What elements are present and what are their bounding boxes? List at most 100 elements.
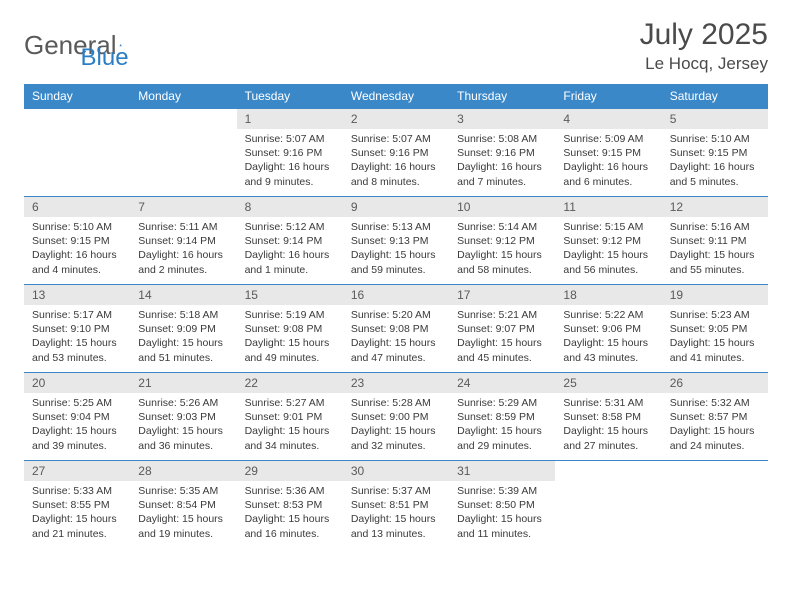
daylight-text: Daylight: 15 hours and 36 minutes. xyxy=(138,424,228,452)
header: General Blue July 2025 Le Hocq, Jersey xyxy=(24,18,768,74)
day-content: Sunrise: 5:22 AMSunset: 9:06 PMDaylight:… xyxy=(555,305,661,371)
day-number: 5 xyxy=(662,109,768,129)
sunrise-text: Sunrise: 5:27 AM xyxy=(245,396,335,410)
day-number: 1 xyxy=(237,109,343,129)
day-number: 9 xyxy=(343,197,449,217)
sunset-text: Sunset: 8:50 PM xyxy=(457,498,547,512)
sunrise-text: Sunrise: 5:35 AM xyxy=(138,484,228,498)
day-number: 25 xyxy=(555,373,661,393)
daylight-text: Daylight: 16 hours and 8 minutes. xyxy=(351,160,441,188)
sunset-text: Sunset: 9:16 PM xyxy=(245,146,335,160)
weekday-header: Monday xyxy=(130,84,236,109)
sunset-text: Sunset: 9:13 PM xyxy=(351,234,441,248)
day-number: 6 xyxy=(24,197,130,217)
sunrise-text: Sunrise: 5:10 AM xyxy=(670,132,760,146)
day-number: 27 xyxy=(24,461,130,481)
day-number: 7 xyxy=(130,197,236,217)
daylight-text: Daylight: 15 hours and 45 minutes. xyxy=(457,336,547,364)
sunrise-text: Sunrise: 5:07 AM xyxy=(245,132,335,146)
day-content: Sunrise: 5:09 AMSunset: 9:15 PMDaylight:… xyxy=(555,129,661,195)
day-cell: 3Sunrise: 5:08 AMSunset: 9:16 PMDaylight… xyxy=(449,109,555,197)
day-cell: 29Sunrise: 5:36 AMSunset: 8:53 PMDayligh… xyxy=(237,461,343,549)
day-content: Sunrise: 5:10 AMSunset: 9:15 PMDaylight:… xyxy=(662,129,768,195)
daylight-text: Daylight: 15 hours and 21 minutes. xyxy=(32,512,122,540)
sunset-text: Sunset: 9:09 PM xyxy=(138,322,228,336)
day-content: Sunrise: 5:39 AMSunset: 8:50 PMDaylight:… xyxy=(449,481,555,547)
sunset-text: Sunset: 9:01 PM xyxy=(245,410,335,424)
sunset-text: Sunset: 9:12 PM xyxy=(563,234,653,248)
day-cell: 27Sunrise: 5:33 AMSunset: 8:55 PMDayligh… xyxy=(24,461,130,549)
daylight-text: Daylight: 16 hours and 9 minutes. xyxy=(245,160,335,188)
weekday-header: Saturday xyxy=(662,84,768,109)
daylight-text: Daylight: 15 hours and 39 minutes. xyxy=(32,424,122,452)
title-block: July 2025 Le Hocq, Jersey xyxy=(640,18,768,74)
day-cell: 30Sunrise: 5:37 AMSunset: 8:51 PMDayligh… xyxy=(343,461,449,549)
day-content: Sunrise: 5:37 AMSunset: 8:51 PMDaylight:… xyxy=(343,481,449,547)
weekday-header: Wednesday xyxy=(343,84,449,109)
day-content: Sunrise: 5:26 AMSunset: 9:03 PMDaylight:… xyxy=(130,393,236,459)
day-content: Sunrise: 5:19 AMSunset: 9:08 PMDaylight:… xyxy=(237,305,343,371)
day-number: 22 xyxy=(237,373,343,393)
sunrise-text: Sunrise: 5:36 AM xyxy=(245,484,335,498)
day-content: Sunrise: 5:32 AMSunset: 8:57 PMDaylight:… xyxy=(662,393,768,459)
day-cell: 4Sunrise: 5:09 AMSunset: 9:15 PMDaylight… xyxy=(555,109,661,197)
day-content: Sunrise: 5:11 AMSunset: 9:14 PMDaylight:… xyxy=(130,217,236,283)
day-cell: 26Sunrise: 5:32 AMSunset: 8:57 PMDayligh… xyxy=(662,373,768,461)
daylight-text: Daylight: 16 hours and 1 minute. xyxy=(245,248,335,276)
sunrise-text: Sunrise: 5:33 AM xyxy=(32,484,122,498)
day-number: 10 xyxy=(449,197,555,217)
day-number: 18 xyxy=(555,285,661,305)
day-cell: 6Sunrise: 5:10 AMSunset: 9:15 PMDaylight… xyxy=(24,197,130,285)
week-row: 20Sunrise: 5:25 AMSunset: 9:04 PMDayligh… xyxy=(24,373,768,461)
weekday-header: Thursday xyxy=(449,84,555,109)
sunrise-text: Sunrise: 5:16 AM xyxy=(670,220,760,234)
day-content: Sunrise: 5:18 AMSunset: 9:09 PMDaylight:… xyxy=(130,305,236,371)
day-content: Sunrise: 5:12 AMSunset: 9:14 PMDaylight:… xyxy=(237,217,343,283)
daylight-text: Daylight: 16 hours and 7 minutes. xyxy=(457,160,547,188)
day-content: Sunrise: 5:23 AMSunset: 9:05 PMDaylight:… xyxy=(662,305,768,371)
day-cell: 23Sunrise: 5:28 AMSunset: 9:00 PMDayligh… xyxy=(343,373,449,461)
day-number: 29 xyxy=(237,461,343,481)
day-content: Sunrise: 5:21 AMSunset: 9:07 PMDaylight:… xyxy=(449,305,555,371)
sunrise-text: Sunrise: 5:15 AM xyxy=(563,220,653,234)
day-cell: 25Sunrise: 5:31 AMSunset: 8:58 PMDayligh… xyxy=(555,373,661,461)
day-number: 8 xyxy=(237,197,343,217)
daylight-text: Daylight: 15 hours and 47 minutes. xyxy=(351,336,441,364)
day-content: Sunrise: 5:17 AMSunset: 9:10 PMDaylight:… xyxy=(24,305,130,371)
sunrise-text: Sunrise: 5:39 AM xyxy=(457,484,547,498)
daylight-text: Daylight: 15 hours and 13 minutes. xyxy=(351,512,441,540)
day-cell: 2Sunrise: 5:07 AMSunset: 9:16 PMDaylight… xyxy=(343,109,449,197)
weekday-header: Sunday xyxy=(24,84,130,109)
day-number: 15 xyxy=(237,285,343,305)
sunrise-text: Sunrise: 5:37 AM xyxy=(351,484,441,498)
sunrise-text: Sunrise: 5:13 AM xyxy=(351,220,441,234)
daylight-text: Daylight: 15 hours and 41 minutes. xyxy=(670,336,760,364)
day-content: Sunrise: 5:25 AMSunset: 9:04 PMDaylight:… xyxy=(24,393,130,459)
day-content: Sunrise: 5:36 AMSunset: 8:53 PMDaylight:… xyxy=(237,481,343,547)
sunrise-text: Sunrise: 5:20 AM xyxy=(351,308,441,322)
day-content: Sunrise: 5:10 AMSunset: 9:15 PMDaylight:… xyxy=(24,217,130,283)
day-content: Sunrise: 5:20 AMSunset: 9:08 PMDaylight:… xyxy=(343,305,449,371)
daylight-text: Daylight: 15 hours and 43 minutes. xyxy=(563,336,653,364)
daylight-text: Daylight: 15 hours and 51 minutes. xyxy=(138,336,228,364)
day-content: Sunrise: 5:33 AMSunset: 8:55 PMDaylight:… xyxy=(24,481,130,547)
sunset-text: Sunset: 8:55 PM xyxy=(32,498,122,512)
sunrise-text: Sunrise: 5:12 AM xyxy=(245,220,335,234)
daylight-text: Daylight: 15 hours and 59 minutes. xyxy=(351,248,441,276)
week-row: 1Sunrise: 5:07 AMSunset: 9:16 PMDaylight… xyxy=(24,109,768,197)
day-cell: 1 Sunrise: 5:07 AMSunset: 9:16 PMDaylight… xyxy=(237,109,343,197)
day-cell xyxy=(555,461,661,549)
day-content: Sunrise: 5:29 AMSunset: 8:59 PMDaylight:… xyxy=(449,393,555,459)
day-cell: 13Sunrise: 5:17 AMSunset: 9:10 PMDayligh… xyxy=(24,285,130,373)
sunrise-text: Sunrise: 5:21 AM xyxy=(457,308,547,322)
day-number: 2 xyxy=(343,109,449,129)
sunset-text: Sunset: 9:12 PM xyxy=(457,234,547,248)
day-cell: 16Sunrise: 5:20 AMSunset: 9:08 PMDayligh… xyxy=(343,285,449,373)
daylight-text: Daylight: 16 hours and 4 minutes. xyxy=(32,248,122,276)
sunset-text: Sunset: 9:08 PM xyxy=(351,322,441,336)
logo: General Blue xyxy=(24,18,129,72)
sunset-text: Sunset: 9:16 PM xyxy=(351,146,441,160)
day-number: 21 xyxy=(130,373,236,393)
day-content: Sunrise: 5:35 AMSunset: 8:54 PMDaylight:… xyxy=(130,481,236,547)
day-cell: 12Sunrise: 5:16 AMSunset: 9:11 PMDayligh… xyxy=(662,197,768,285)
